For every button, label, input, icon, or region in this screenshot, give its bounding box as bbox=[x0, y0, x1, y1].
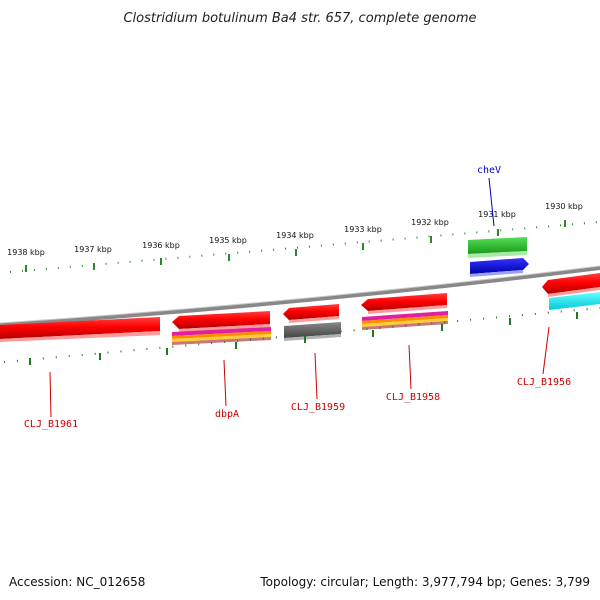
leader-dbpa bbox=[223, 359, 227, 407]
inner-tick-dots bbox=[3, 307, 600, 363]
gene-clj-b1959-shadow bbox=[289, 316, 339, 323]
label-leaders bbox=[49, 177, 550, 418]
gene-clj-b1961[interactable] bbox=[0, 317, 160, 339]
gene-clj-b1959-domain-shadow bbox=[284, 334, 341, 341]
kbp-label: 1933 kbp bbox=[344, 225, 382, 234]
gene-forward-blue[interactable] bbox=[470, 258, 529, 274]
gene-dbpa-shadow bbox=[179, 324, 270, 332]
kbp-label: 1938 kbp bbox=[7, 248, 45, 257]
gene-labels: CLJ_B1961 dbpA CLJ_B1959 CLJ_B1958 cheV … bbox=[24, 165, 571, 430]
leader-chev bbox=[488, 177, 495, 227]
kbp-label: 1932 kbp bbox=[411, 218, 449, 227]
accession-text: Accession: NC_012658 bbox=[9, 575, 145, 589]
gene-clj-b1956-domain bbox=[549, 292, 600, 310]
gene-forward-blue-shadow bbox=[470, 270, 523, 277]
leader-clj-b1956 bbox=[542, 326, 550, 375]
gene-clj-b1958[interactable] bbox=[361, 293, 447, 311]
gene-label-dbpa[interactable]: dbpA bbox=[215, 409, 239, 420]
kbp-label: 1935 kbp bbox=[209, 236, 247, 245]
genome-title: Clostridium botulinum Ba4 str. 657, comp… bbox=[123, 11, 476, 26]
kbp-label: 1930 kbp bbox=[545, 202, 583, 211]
gene-clj-b1956-shadow bbox=[548, 287, 600, 297]
gene-chev-shadow bbox=[468, 251, 527, 258]
gene-dbpa-domains bbox=[172, 327, 271, 345]
genome-backbone bbox=[0, 266, 600, 327]
gene-clj-b1958-shadow bbox=[368, 305, 447, 314]
gene-label-chev[interactable]: cheV bbox=[477, 165, 501, 176]
gene-clj-b1959[interactable] bbox=[283, 304, 339, 320]
kbp-label: 1937 kbp bbox=[74, 245, 112, 254]
gene-clj-b1959-domain bbox=[284, 322, 341, 338]
kbp-label: 1934 kbp bbox=[276, 231, 314, 240]
gene-clj-b1958-domains bbox=[362, 311, 448, 330]
gene-label-clj-b1961[interactable]: CLJ_B1961 bbox=[24, 419, 78, 430]
gene-dbpa[interactable] bbox=[172, 311, 270, 329]
leader-clj-b1961 bbox=[49, 371, 52, 418]
inner-tick-ring bbox=[3, 307, 600, 365]
kbp-label: 1936 kbp bbox=[142, 241, 180, 250]
kbp-label: 1931 kbp bbox=[478, 210, 516, 219]
gene-label-clj-b1958[interactable]: CLJ_B1958 bbox=[386, 392, 440, 403]
gene-chev[interactable] bbox=[468, 237, 527, 254]
gene-label-clj-b1959[interactable]: CLJ_B1959 bbox=[291, 402, 345, 413]
leader-clj-b1958 bbox=[408, 344, 412, 390]
gene-clj-b1961-shadow bbox=[0, 331, 160, 342]
kbp-major-ticks bbox=[25, 220, 566, 272]
leader-clj-b1959 bbox=[314, 352, 318, 400]
topology-text: Topology: circular; Length: 3,977,794 bp… bbox=[259, 575, 590, 589]
gene-label-clj-b1956[interactable]: CLJ_B1956 bbox=[517, 377, 571, 388]
kbp-labels: 1938 kbp 1937 kbp 1936 kbp 1935 kbp 1934… bbox=[7, 202, 583, 257]
gene-clj-b1956[interactable] bbox=[542, 273, 600, 294]
forward-strand-track bbox=[468, 237, 529, 277]
genome-backbone-highlight bbox=[0, 265, 600, 324]
reverse-strand-track bbox=[0, 273, 600, 345]
